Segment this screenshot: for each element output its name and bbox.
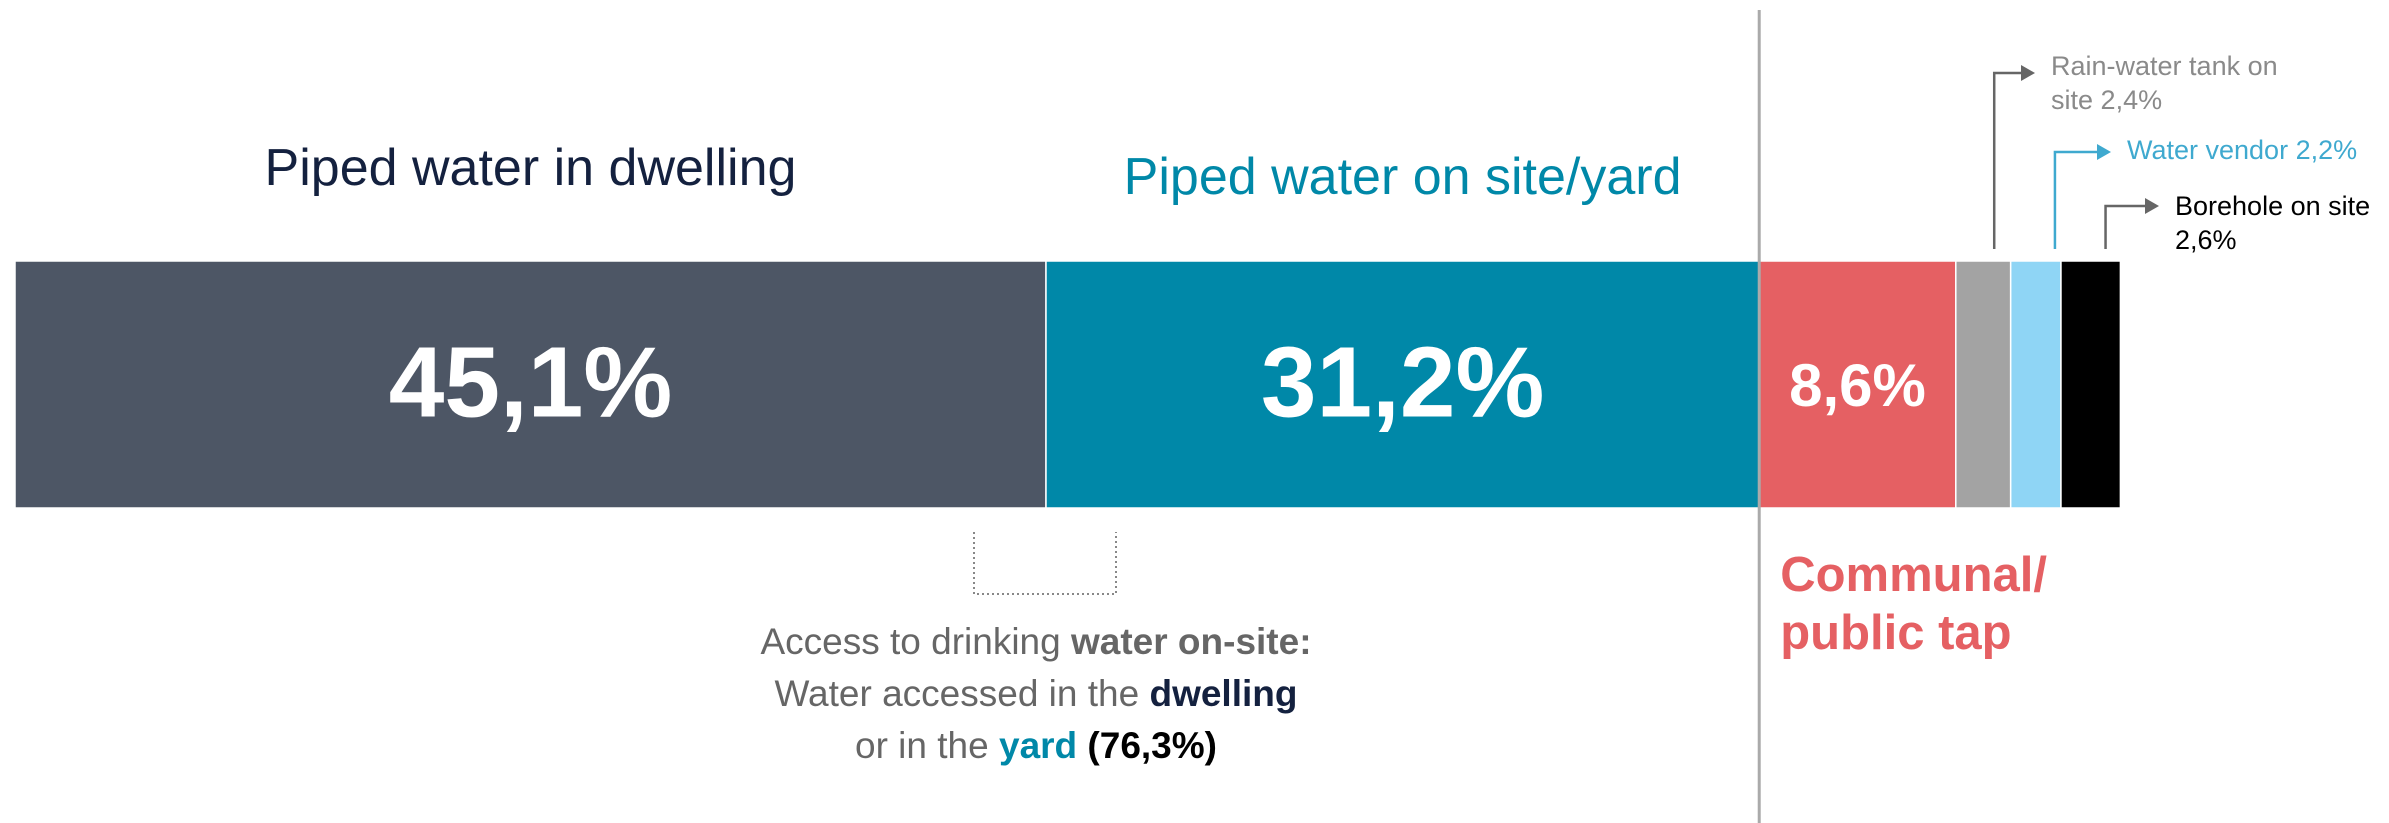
- bar-segment: [1758, 260, 1957, 509]
- callout-label: Borehole on site 2,6%: [2175, 190, 2387, 258]
- bar-segment: [14, 260, 1047, 509]
- bracket: [973, 532, 1117, 595]
- annotation-text: dwelling: [1149, 673, 1298, 714]
- callout-arrow: [2053, 150, 2099, 249]
- value-label: 2,2%: [2295, 135, 2358, 165]
- annotation-text: Water accessed in the: [774, 673, 1150, 714]
- arrow-head: [2021, 65, 2035, 81]
- callout-label: Water vendor 2,2%: [2127, 134, 2389, 168]
- series-name: Water vendor: [2127, 135, 2289, 165]
- callout-arrow: [1992, 71, 2023, 249]
- value-label: 8,6%: [1789, 352, 1926, 419]
- annotation-text: or in the: [855, 725, 999, 766]
- callout-label: Rain-water tank on site 2,4%: [2051, 50, 2311, 118]
- bar-segment: [1955, 260, 2012, 509]
- callout-arrow: [2104, 204, 2147, 249]
- annotation-text: water on-site:: [1070, 621, 1312, 662]
- series-name: Rain-water tank on site: [2051, 51, 2278, 115]
- annotation-text: (76,3%): [1077, 725, 1217, 766]
- series-title: Piped water on site/yard: [1123, 148, 1682, 206]
- bar-segment: [2009, 260, 2062, 509]
- annotation-line: Access to drinking water on-site:: [760, 616, 1311, 668]
- arrow-head: [2097, 144, 2111, 160]
- value-label: 31,2%: [1261, 326, 1545, 438]
- series-title: Communal/ public tap: [1780, 548, 2047, 660]
- bar-segment: [2060, 260, 2122, 509]
- value-label: 2,4%: [2100, 84, 2163, 115]
- series-title: Piped water in dwelling: [264, 139, 797, 197]
- annotation-text: yard: [998, 725, 1078, 766]
- bar-segment: [1045, 260, 1760, 509]
- value-label: 2,6%: [2175, 224, 2237, 255]
- annotation-text: Access to drinking: [760, 621, 1071, 662]
- annotation-line: Water accessed in the dwelling: [760, 668, 1311, 720]
- annotation-line: or in the yard (76,3%): [760, 720, 1311, 772]
- series-name: Borehole on site: [2175, 191, 2371, 221]
- arrow-head: [2145, 198, 2159, 214]
- annotation: Access to drinking water on-site: Water a…: [760, 616, 1311, 772]
- value-label: 45,1%: [389, 326, 673, 438]
